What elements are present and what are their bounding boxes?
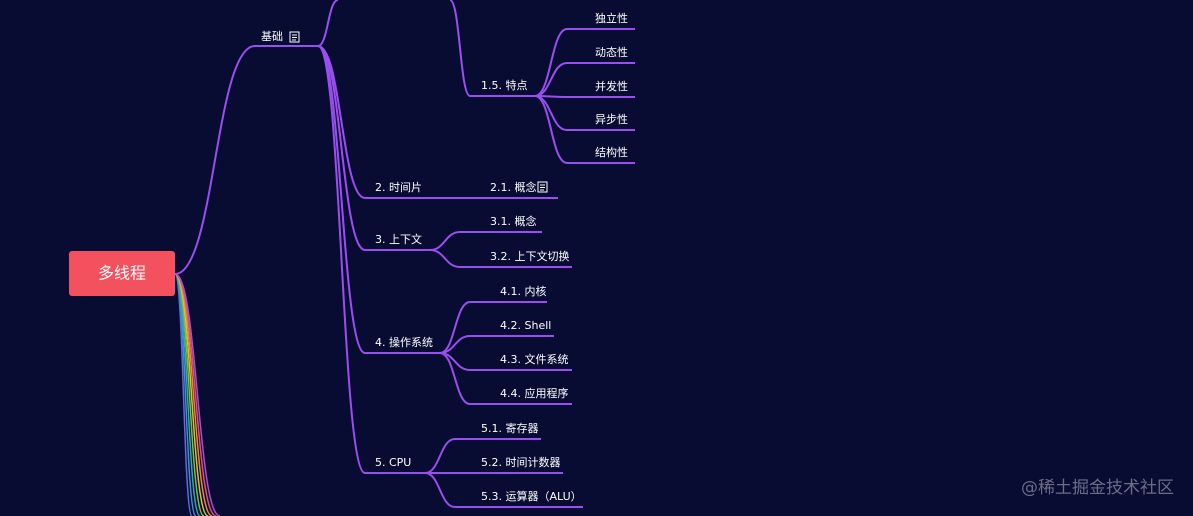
node-label: 5.2. 时间计数器 — [481, 456, 561, 469]
edge — [439, 301, 471, 354]
node-label: 5.3. 运算器（ALU） — [481, 489, 582, 503]
node-label: 1.5. 特点 — [481, 78, 528, 92]
watermark: @稀土掘金技术社区 — [1021, 478, 1174, 498]
root-label: 多线程 — [98, 264, 146, 283]
edge — [174, 45, 256, 275]
node-label: 3.2. 上下文切换 — [490, 249, 570, 263]
edge — [317, 45, 366, 251]
node-label: 动态性 — [595, 45, 628, 59]
node-label: 5. CPU — [375, 456, 411, 469]
node-label: 基础 — [261, 30, 283, 43]
node-label: 2.1. 概念 — [490, 180, 537, 194]
edge — [317, 45, 366, 354]
edge — [317, 45, 366, 474]
node-label: 异步性 — [595, 112, 628, 126]
node-label: 4. 操作系统 — [375, 335, 433, 349]
root-node[interactable] — [69, 251, 175, 296]
edge — [424, 472, 456, 508]
node-label: 4.1. 内核 — [500, 284, 547, 298]
node-label: 5.1. 寄存器 — [481, 421, 539, 435]
edge — [174, 273, 209, 516]
node-label: 4.2. Shell — [500, 319, 551, 332]
node-label: 并发性 — [595, 79, 628, 93]
edge — [429, 249, 461, 268]
edge — [174, 273, 193, 516]
node-label: 结构性 — [595, 145, 628, 159]
edge — [534, 95, 568, 164]
edge — [174, 273, 221, 516]
node-label: 独立性 — [595, 11, 628, 25]
edge — [439, 352, 471, 405]
node-label: 3.1. 概念 — [490, 214, 537, 228]
node-label: 2. 时间片 — [375, 181, 422, 194]
node-label: 4.3. 文件系统 — [500, 352, 569, 366]
edge — [174, 273, 205, 516]
edge — [174, 273, 217, 516]
edge — [174, 273, 201, 516]
edge — [317, 0, 339, 47]
edge — [449, 0, 471, 97]
node-label: 3. 上下文 — [375, 232, 422, 246]
note-icon[interactable] — [289, 31, 300, 43]
node-label: 4.4. 应用程序 — [500, 386, 569, 400]
note-icon[interactable] — [537, 181, 548, 193]
edge — [174, 273, 213, 516]
edge — [174, 273, 197, 516]
edges — [174, 0, 635, 516]
